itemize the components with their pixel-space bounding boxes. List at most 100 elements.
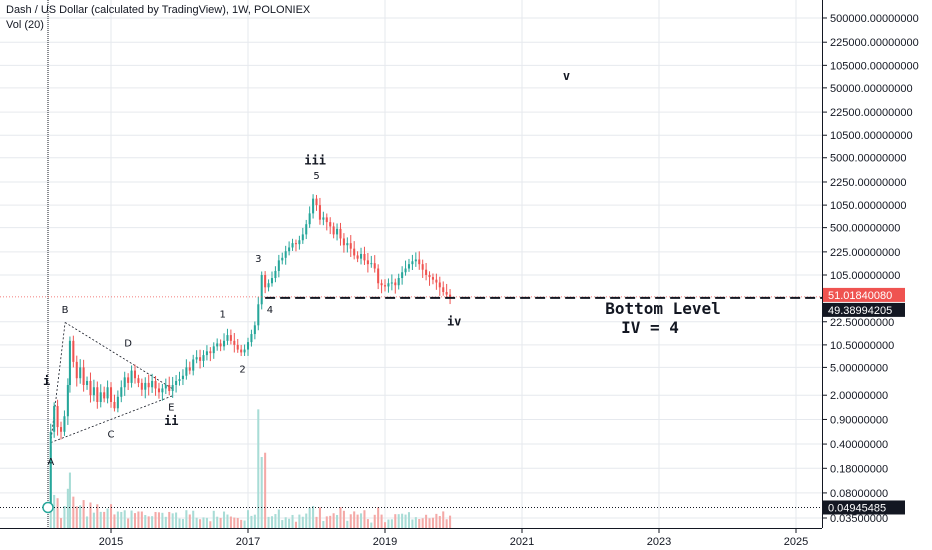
volume-bar [151,516,154,528]
candle-body [431,277,434,280]
volume-bar [366,519,369,528]
volume-bar [103,511,106,528]
volume-bar [82,500,85,528]
candle-body [127,377,130,383]
volume-bar [140,511,143,528]
volume-bar [332,513,335,528]
volume-bar [199,519,202,528]
candle-body [425,269,428,275]
volume-bar [301,516,304,528]
candle-body [205,351,208,356]
candle-body [288,247,291,252]
candle-body [349,243,352,249]
x-tick-label: 2021 [510,536,534,548]
volume-bar [373,514,376,528]
price-axis[interactable]: 500000.00000000 225000.00000000 105000.000… [822,13,919,525]
candle-body [332,226,335,235]
price-tag-label: 51.01840080 [828,290,892,302]
volume-bar [294,521,297,528]
volume-bar [229,516,232,528]
candle-body [442,287,445,292]
wave-label: A [47,457,54,468]
volume-bar [308,507,311,528]
candle-body [106,387,109,399]
y-tick-label: 5.00000000 [830,362,888,374]
candle-body [202,355,205,361]
candle-body [315,198,318,206]
level-lines [0,0,822,528]
volume-bar [401,513,404,528]
volume-bar [253,514,256,528]
volume-bar [257,409,260,528]
volume-bar [380,514,383,528]
volume-bar [312,505,315,528]
candle-body [445,291,448,295]
candle-body [240,349,243,353]
volume-bar [53,494,56,528]
x-tick-label: 2017 [236,536,260,548]
volume-bar [360,513,363,528]
wave-label: B [62,305,69,316]
candle-body [312,198,315,214]
candle-body [151,380,154,388]
y-tick-label: 1050.00000000 [830,200,906,212]
candle-body [199,357,202,361]
volume-bar [428,518,431,528]
volume-bar [250,515,253,528]
candle-body [72,340,75,362]
candle-body [397,278,400,286]
wave-label: i [43,374,50,388]
candle-body [298,240,301,245]
candle-body [49,431,52,508]
candle-body [226,335,229,341]
volume-bar [445,519,448,528]
candle-body [414,259,417,262]
y-tick-label: 22.50000000 [830,317,894,329]
volume-bar [438,516,441,528]
price-tag-label: 0.04945485 [828,502,886,514]
candle-body [360,253,363,259]
volume-bar [418,518,421,528]
volume-bar [233,517,236,528]
volume-bar [226,514,229,528]
candle-body [178,379,181,381]
candle-body [92,387,95,396]
time-axis[interactable]: 2015 2017 2019 2021 2023 2025 [99,528,808,548]
volume-bar [431,517,434,528]
candle-body [68,340,71,386]
volume-bar [260,456,263,528]
y-tick-label: 0.18000000 [830,463,888,475]
volume-bar [130,510,133,528]
volume-bar [123,510,126,528]
candle-body [171,385,174,391]
volume-bar [63,506,66,528]
wave-label: iv [447,314,461,328]
candle-body [216,343,219,347]
price-tag [823,287,905,302]
volume-bar [144,515,147,528]
volume-bar [127,518,130,528]
volume-bar [421,518,424,528]
volume-bar [216,516,219,528]
volume-bar [185,510,188,528]
candle-body [188,367,191,371]
volume-bar [164,516,167,528]
candle-body [267,283,270,288]
x-tick-label: 2023 [647,536,671,548]
y-tick-label: 500.00000000 [830,223,900,235]
volume-bar [394,514,397,528]
candle-body [168,385,171,391]
volume-bar [397,514,400,528]
volume-bar [178,518,181,528]
candle-body [435,279,438,283]
candle-body [195,357,198,360]
candle-body [86,380,89,386]
wave-label: 5 [313,171,319,182]
candle-body [161,388,164,393]
wave-label: 1 [219,309,225,320]
candle-body [130,370,133,383]
volume-bar [370,522,373,528]
y-tick-label: 10500.00000000 [830,130,913,142]
volume-bar [209,521,212,528]
